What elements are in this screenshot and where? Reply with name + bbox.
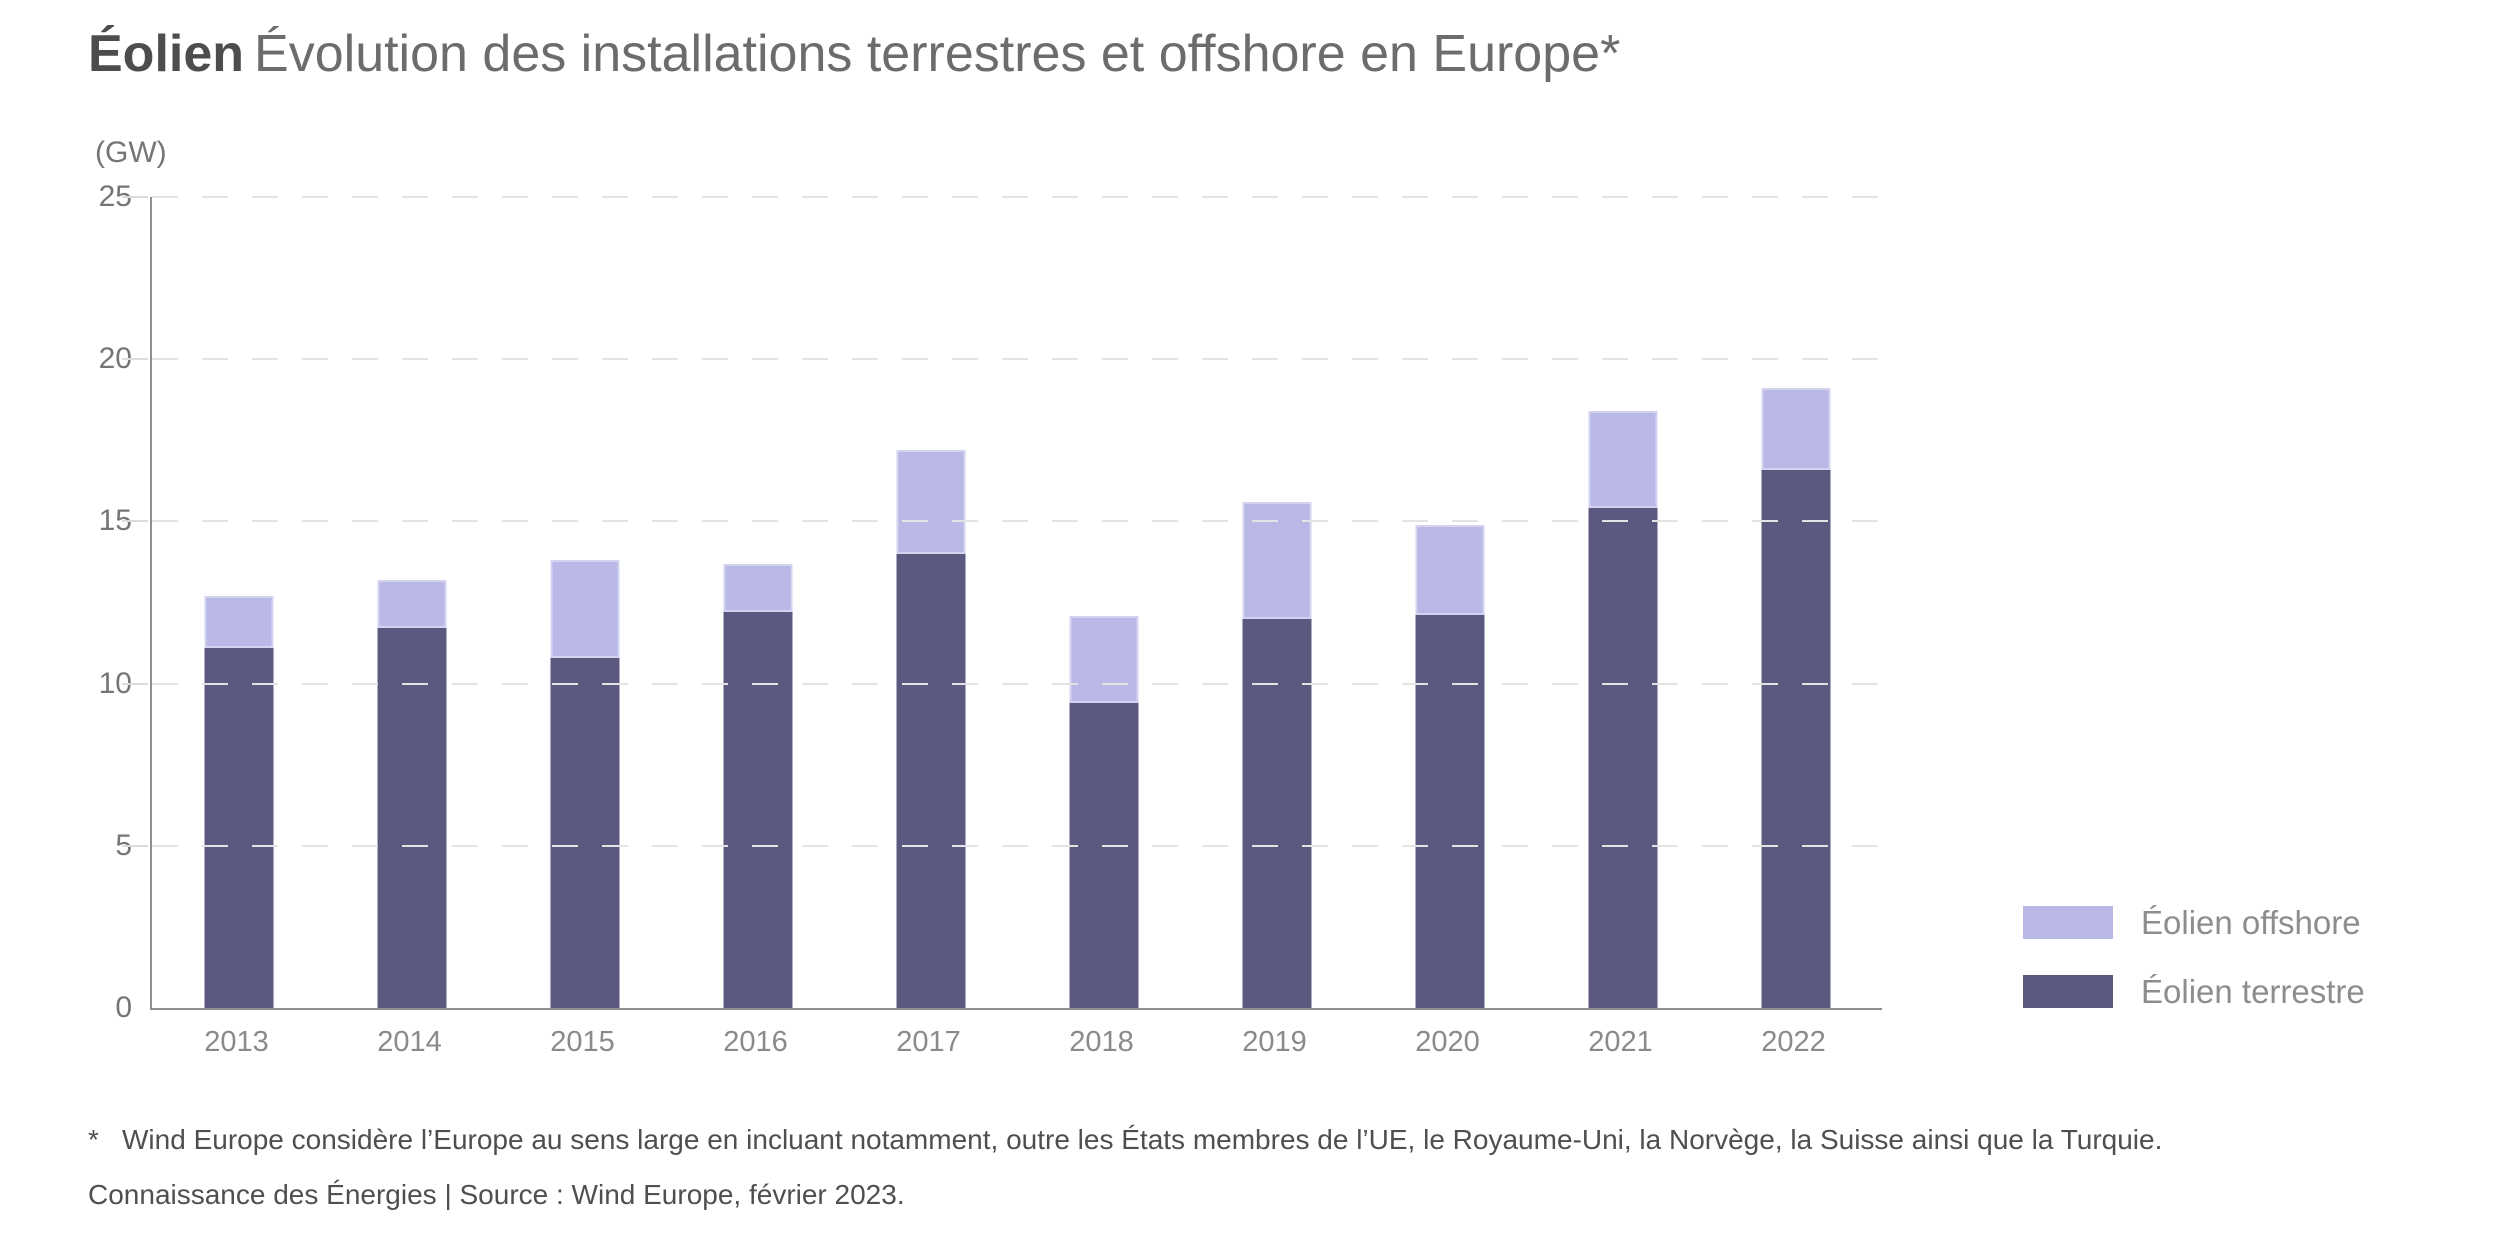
chart-title-text: Évolution des installations terrestres e… <box>254 25 1621 83</box>
legend-swatch-1 <box>2023 975 2113 1008</box>
bar-2018-terrestre <box>1069 703 1138 1008</box>
bar-2015-offshore <box>550 560 619 658</box>
legend-swatch-0 <box>2023 906 2113 939</box>
bar-2021-terrestre <box>1588 508 1657 1008</box>
bar-slot-2022 <box>1709 197 1882 1008</box>
y-tick-mark-15 <box>122 520 148 523</box>
bar-slot-2019 <box>1190 197 1363 1008</box>
bar-slot-2015 <box>498 197 671 1008</box>
x-tick-label-2018: 2018 <box>1069 1026 1134 1058</box>
x-axis-tick-labels: 2013 2014 2015 2016 2017 2018 2019 2020 2021 2022 <box>150 1026 1880 1059</box>
legend: Éolien offshore Éolien terrestre <box>2023 903 2365 1044</box>
x-tick-label-2017: 2017 <box>896 1026 961 1058</box>
bar-2015-terrestre <box>550 657 619 1008</box>
gridline-20 <box>152 358 1882 361</box>
bar-2019-terrestre <box>1242 618 1311 1008</box>
bar-2018 <box>1069 615 1138 1008</box>
bar-2014-offshore <box>377 579 446 629</box>
bar-2014-terrestre <box>377 628 446 1008</box>
y-tick-label-0: 0 <box>115 991 132 1024</box>
bar-2019 <box>1242 501 1311 1008</box>
y-axis-unit-label: (GW) <box>95 136 167 169</box>
gridline-5 <box>152 844 1882 847</box>
bar-2016-offshore <box>723 563 792 613</box>
gridline-25 <box>152 196 1882 198</box>
bar-slot-2013 <box>152 197 325 1008</box>
chart-title-keyword: Éolien <box>88 25 245 83</box>
x-tick-label-2021: 2021 <box>1588 1026 1653 1058</box>
bar-2015 <box>550 560 619 1008</box>
x-tick-label-2014: 2014 <box>377 1026 442 1058</box>
bar-slot-2021 <box>1536 197 1709 1008</box>
footnote: * Wind Europe considère l’Europe au sens… <box>88 1124 2162 1156</box>
bar-2020-terrestre <box>1415 615 1484 1008</box>
bar-slot-2016 <box>671 197 844 1008</box>
bar-2013-offshore <box>204 596 273 648</box>
chart-title: Éolien Évolution des installations terres… <box>88 22 1620 86</box>
x-tick-label-2022: 2022 <box>1761 1026 1826 1058</box>
legend-row-1: Éolien terrestre <box>2023 972 2365 1010</box>
bar-slot-2018 <box>1017 197 1190 1008</box>
bar-2021-offshore <box>1588 411 1657 509</box>
gridline-10 <box>152 682 1882 685</box>
bar-2020 <box>1415 524 1484 1008</box>
source-line: Connaissance des Énergies | Source : Win… <box>88 1179 905 1210</box>
y-axis-tick-labels: 0 5 10 15 20 25 <box>58 180 132 1024</box>
gridline-15 <box>152 520 1882 523</box>
bars-container <box>152 197 1882 1008</box>
bar-2018-offshore <box>1069 615 1138 704</box>
y-tick-mark-20 <box>122 358 148 361</box>
x-tick-label-2019: 2019 <box>1242 1026 1307 1058</box>
x-tick-label-2020: 2020 <box>1415 1026 1480 1058</box>
legend-row-0: Éolien offshore <box>2023 903 2365 941</box>
y-tick-mark-10 <box>122 682 148 685</box>
x-tick-label-2016: 2016 <box>723 1026 788 1058</box>
bar-2017 <box>896 450 965 1008</box>
x-tick-label-2015: 2015 <box>550 1026 615 1058</box>
bar-slot-2014 <box>325 197 498 1008</box>
bar-2016 <box>723 563 792 1008</box>
y-tick-mark-5 <box>122 844 148 847</box>
bar-2017-terrestre <box>896 553 965 1008</box>
bar-2017-offshore <box>896 450 965 554</box>
bar-slot-2017 <box>844 197 1017 1008</box>
bar-slot-2020 <box>1363 197 1536 1008</box>
bar-2020-offshore <box>1415 524 1484 616</box>
bar-2022-terrestre <box>1761 469 1830 1008</box>
bar-2016-terrestre <box>723 612 792 1008</box>
plot-area <box>122 196 1882 1010</box>
bar-2013-terrestre <box>204 647 273 1008</box>
legend-label-0: Éolien offshore <box>2141 903 2361 941</box>
bar-2013 <box>204 596 273 1008</box>
bar-2022 <box>1761 388 1830 1008</box>
legend-label-1: Éolien terrestre <box>2141 972 2365 1010</box>
bar-2022-offshore <box>1761 388 1830 470</box>
y-tick-mark-25 <box>122 196 148 198</box>
x-tick-label-2013: 2013 <box>204 1026 269 1058</box>
footnote-asterisk: * <box>88 1124 99 1155</box>
bar-2021 <box>1588 411 1657 1008</box>
footnote-text: Wind Europe considère l’Europe au sens l… <box>122 1124 2163 1155</box>
bar-2014 <box>377 579 446 1008</box>
